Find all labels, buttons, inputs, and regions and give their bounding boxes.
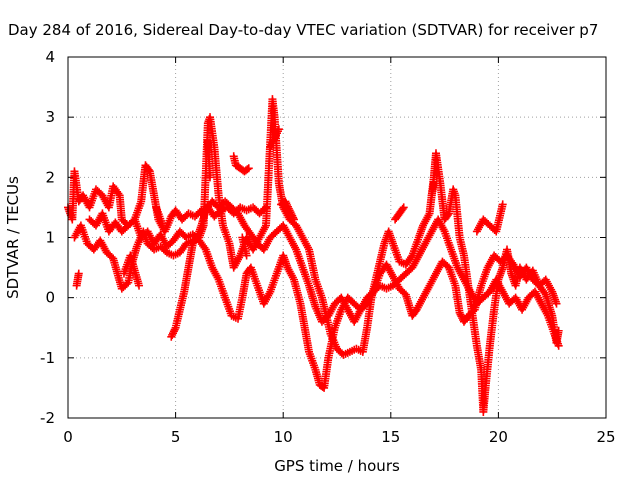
data-point xyxy=(455,308,464,317)
data-point xyxy=(74,269,83,278)
x-axis-label: GPS time / hours xyxy=(274,457,400,475)
data-point xyxy=(243,165,252,174)
data-point xyxy=(192,235,201,244)
data-point xyxy=(167,332,176,341)
data-point xyxy=(399,203,408,212)
y-axis-label: SDTVAR / TECUs xyxy=(4,176,22,299)
data-point xyxy=(135,281,144,290)
plot-frame xyxy=(67,56,607,419)
data-point xyxy=(285,206,294,215)
data-point xyxy=(287,210,296,219)
x-tick-label: 10 xyxy=(274,428,293,446)
data-point xyxy=(281,197,290,206)
data-point xyxy=(288,211,297,220)
data-point xyxy=(200,243,209,252)
y-tick-label: 4 xyxy=(45,48,55,66)
data-point xyxy=(158,221,167,230)
x-tick-label: 20 xyxy=(489,428,508,446)
y-tick-label: 0 xyxy=(45,289,55,307)
data-point xyxy=(283,201,292,210)
data-point xyxy=(114,189,123,198)
x-tick-label: 0 xyxy=(63,428,73,446)
data-point xyxy=(206,173,215,182)
y-tick-label: -1 xyxy=(40,349,55,367)
data-point xyxy=(398,204,407,213)
data-point xyxy=(498,200,507,209)
data-point xyxy=(289,213,298,222)
y-tick-label: -2 xyxy=(40,409,55,427)
data-point xyxy=(407,253,416,262)
data-point xyxy=(242,251,251,260)
data-points xyxy=(64,95,563,416)
data-point xyxy=(289,215,298,224)
data-point xyxy=(244,164,253,173)
y-tick-label: 1 xyxy=(45,229,55,247)
x-tick-label: 25 xyxy=(596,428,615,446)
tick-labels: 0 5 10 15 20 25 -2 -1 0 1 2 3 4 xyxy=(40,48,616,446)
x-tick-label: 15 xyxy=(381,428,400,446)
data-point xyxy=(282,199,291,208)
data-point xyxy=(284,204,293,213)
data-point xyxy=(554,341,563,350)
y-tick-label: 2 xyxy=(45,168,55,186)
y-tick-label: 3 xyxy=(45,108,55,126)
chart-title: Day 284 of 2016, Sidereal Day-to-day VTE… xyxy=(8,21,598,39)
data-point xyxy=(266,143,275,152)
data-point xyxy=(144,165,153,174)
data-point xyxy=(456,310,465,319)
data-point xyxy=(169,329,178,338)
data-point xyxy=(170,325,179,334)
data-point xyxy=(169,327,178,336)
x-tick-label: 5 xyxy=(171,428,181,446)
data-point xyxy=(457,312,466,321)
data-point xyxy=(443,210,452,219)
data-point xyxy=(429,179,438,188)
data-point xyxy=(168,330,177,339)
data-point xyxy=(283,202,292,211)
data-point xyxy=(286,208,295,217)
data-point xyxy=(552,299,561,308)
